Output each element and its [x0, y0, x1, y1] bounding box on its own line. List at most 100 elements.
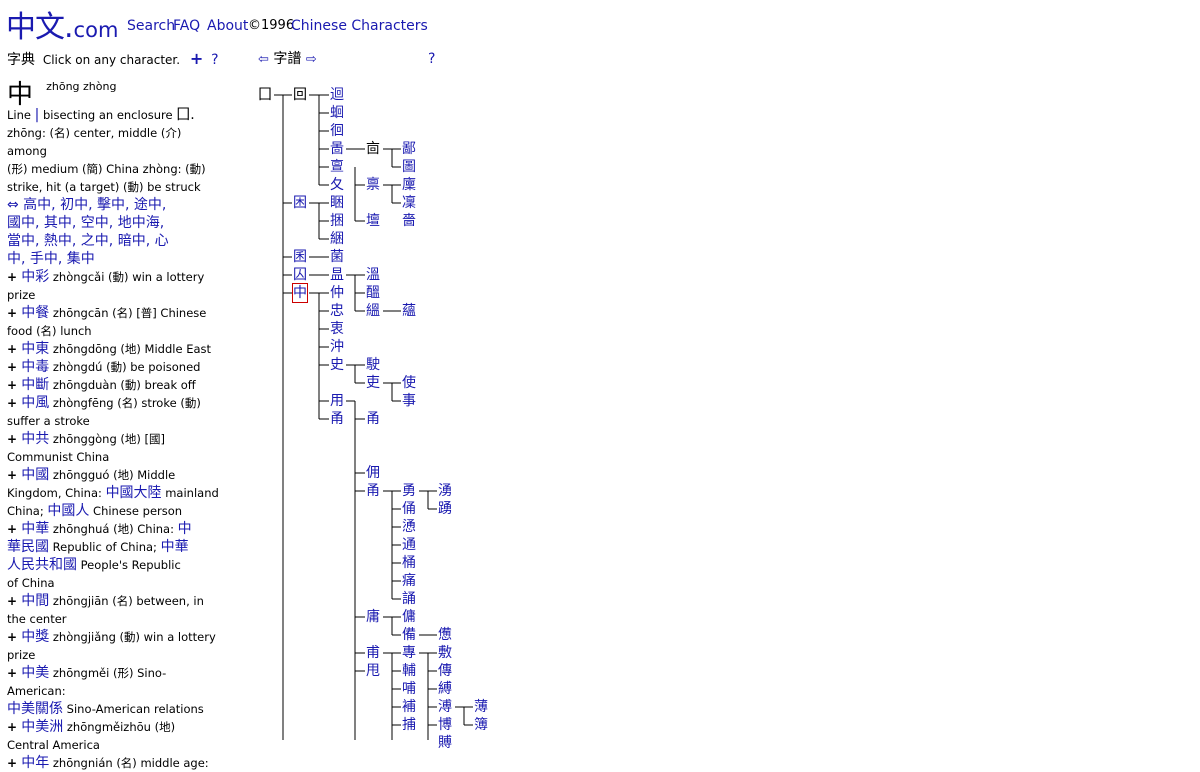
tree-node[interactable]: 啚	[330, 141, 344, 157]
tree-node[interactable]: 庸	[366, 609, 380, 625]
tree-node[interactable]: 賻	[438, 735, 452, 751]
character-link[interactable]: ⇔ 高中, 初中, 擊中, 途中,	[7, 197, 167, 213]
expand-plus-icon[interactable]: +	[7, 522, 22, 536]
character-link[interactable]: 華民國	[7, 539, 49, 555]
character-link[interactable]: 中國人	[47, 503, 90, 519]
expand-plus-icon[interactable]: +	[7, 720, 22, 734]
tree-node[interactable]: 嗇	[402, 213, 416, 229]
tree-node[interactable]: 事	[402, 393, 416, 409]
tree-node[interactable]: 醞	[366, 285, 380, 301]
tree-node[interactable]: 囷	[293, 249, 307, 265]
tree-node[interactable]: 菌	[330, 249, 344, 265]
tree-node[interactable]: 禀	[366, 177, 380, 193]
tree-node[interactable]: 佣	[366, 465, 380, 481]
tree-node[interactable]: 誦	[402, 591, 416, 607]
nav-about-link[interactable]: About	[207, 18, 249, 34]
character-link[interactable]: 中斷	[21, 377, 50, 393]
tree-node[interactable]: 昷	[330, 267, 344, 283]
tree-node[interactable]: 蛔	[330, 105, 344, 121]
tree-node[interactable]: 迴	[330, 87, 344, 103]
tree-node[interactable]: 溫	[366, 267, 380, 283]
tree-node[interactable]: 通	[402, 537, 416, 553]
tree-node[interactable]: 忠	[330, 303, 344, 319]
tree-node[interactable]: 輔	[402, 663, 416, 679]
tree-node[interactable]: 吏	[366, 375, 380, 391]
tree-node[interactable]: 備	[402, 627, 416, 643]
character-link[interactable]: 中風	[21, 395, 50, 411]
tree-node[interactable]: 㐭	[366, 141, 380, 157]
tree-node[interactable]: 捕	[402, 717, 416, 733]
character-link[interactable]: 中美關係	[7, 701, 63, 717]
tree-node[interactable]: 憊	[438, 627, 452, 643]
character-link[interactable]: 中, 手中, 集中	[7, 251, 95, 267]
tree-node-selected[interactable]: 中	[292, 283, 308, 303]
tree-node[interactable]: 湧	[438, 483, 452, 499]
tree-node[interactable]: 補	[402, 699, 416, 715]
tree-node[interactable]: 困	[293, 195, 307, 211]
expand-plus-icon[interactable]: +	[7, 396, 22, 410]
expand-plus-icon[interactable]: +	[7, 342, 22, 356]
tree-node[interactable]: 捆	[330, 213, 344, 229]
character-link[interactable]: 中國大陸	[105, 485, 162, 501]
tree-node[interactable]: 使	[402, 375, 416, 391]
character-link[interactable]: 中共	[21, 431, 50, 447]
tree-node[interactable]: 甬	[366, 483, 380, 499]
expand-plus-icon[interactable]: +	[7, 666, 22, 680]
tree-node[interactable]: 慂	[402, 519, 416, 535]
tree-node[interactable]: 駛	[366, 357, 380, 373]
tree-node[interactable]: 桶	[402, 555, 416, 571]
tree-node[interactable]: 圖	[402, 159, 416, 175]
plus-icon[interactable]: +	[189, 49, 204, 68]
tree-node[interactable]: 踴	[438, 501, 452, 517]
character-link[interactable]: 中年	[21, 755, 50, 771]
character-link[interactable]: 當中, 熱中, 之中, 暗中, 心	[7, 233, 169, 249]
tree-node[interactable]: 用	[330, 393, 344, 409]
character-link[interactable]: |	[34, 107, 40, 123]
tree-node[interactable]: 亶	[330, 159, 344, 175]
tree-node[interactable]: 甫	[366, 645, 380, 661]
tree-node[interactable]: 薄	[474, 699, 488, 715]
tree-node[interactable]: 衷	[330, 321, 344, 337]
character-link[interactable]: 人民共和國	[7, 557, 77, 573]
chinese-characters-link[interactable]: Chinese Characters	[291, 18, 428, 34]
expand-plus-icon[interactable]: +	[7, 306, 22, 320]
expand-plus-icon[interactable]: +	[7, 270, 22, 284]
tree-node[interactable]: 溥	[438, 699, 452, 715]
tree-node[interactable]: 凜	[402, 195, 416, 211]
character-link[interactable]: 中國	[21, 467, 50, 483]
tree-node[interactable]: 綑	[330, 231, 344, 247]
expand-plus-icon[interactable]: +	[7, 378, 22, 392]
tree-node[interactable]: 俑	[402, 501, 416, 517]
expand-plus-icon[interactable]: +	[7, 468, 22, 482]
genealogy-help-icon[interactable]: ?	[428, 51, 436, 67]
tree-node[interactable]: 縕	[366, 303, 380, 319]
character-link[interactable]: 國中, 其中, 空中, 地中海,	[7, 215, 165, 231]
tree-node[interactable]: 廩	[402, 177, 416, 193]
tree-node[interactable]: 鄙	[402, 141, 416, 157]
expand-plus-icon[interactable]: +	[7, 756, 22, 770]
character-link[interactable]: 中美	[21, 665, 50, 681]
tree-node[interactable]: 甬	[366, 411, 380, 427]
prev-arrow-icon[interactable]: ⇦	[258, 52, 269, 67]
character-link[interactable]: 中彩	[21, 269, 50, 285]
tree-node[interactable]: 史	[330, 357, 344, 373]
expand-plus-icon[interactable]: +	[7, 594, 22, 608]
radical-character[interactable]: 囗.	[176, 107, 195, 123]
character-link[interactable]: 中毒	[21, 359, 50, 375]
tree-node[interactable]: 仲	[330, 285, 344, 301]
expand-plus-icon[interactable]: +	[7, 432, 22, 446]
nav-search-link[interactable]: Search	[127, 18, 176, 34]
tree-node[interactable]: 囗	[258, 87, 272, 103]
tree-node[interactable]: 傳	[438, 663, 452, 679]
tree-node[interactable]: 徊	[330, 123, 344, 139]
expand-plus-icon[interactable]: +	[7, 360, 22, 374]
character-link[interactable]: 中餐	[21, 305, 50, 321]
character-link[interactable]: 中華	[160, 539, 189, 555]
tree-node[interactable]: 壇	[366, 213, 380, 229]
tree-node[interactable]: 縛	[438, 681, 452, 697]
character-link[interactable]: 中	[177, 521, 192, 537]
tree-node[interactable]: 回	[293, 87, 307, 103]
character-link[interactable]: 中獎	[21, 629, 50, 645]
nav-faq-link[interactable]: FAQ	[173, 18, 201, 34]
tree-node[interactable]: 勇	[402, 483, 416, 499]
